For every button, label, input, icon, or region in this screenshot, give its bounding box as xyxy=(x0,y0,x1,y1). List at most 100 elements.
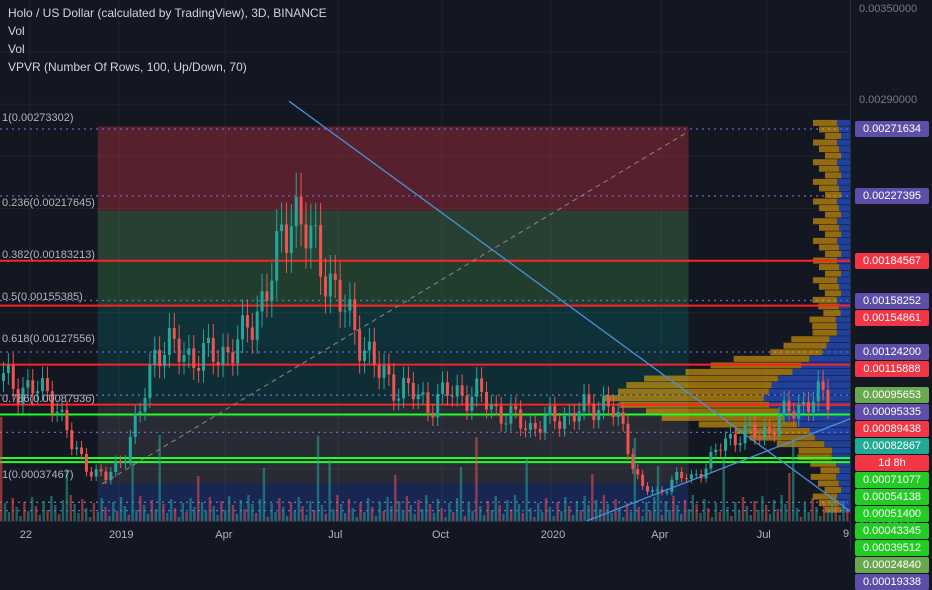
candle-body xyxy=(797,404,801,419)
candle-body xyxy=(192,348,196,368)
volume-bar xyxy=(378,502,382,521)
candle-body xyxy=(655,489,659,491)
volume-bar xyxy=(11,498,14,521)
volume-bar xyxy=(390,506,393,521)
candle-body xyxy=(592,403,596,421)
candle-body xyxy=(45,378,49,392)
candle-body xyxy=(709,452,713,469)
candle-body xyxy=(519,409,523,429)
volume-bar xyxy=(432,513,436,521)
candle-body xyxy=(670,479,674,492)
price-level-label[interactable]: 0.00154861 xyxy=(855,309,929,326)
time-tick: Apr xyxy=(651,529,669,541)
price-level-label[interactable]: 0.00184567 xyxy=(855,252,929,269)
price-level-label[interactable]: 0.00019338 xyxy=(855,574,929,590)
price-level-label[interactable]: 0.00024840 xyxy=(855,557,929,574)
price-level-label[interactable]: 0.00115888 xyxy=(855,361,929,378)
volume-profile-bar xyxy=(812,323,837,330)
volume-bar xyxy=(123,506,127,521)
candle-body xyxy=(202,343,206,371)
price-chart[interactable] xyxy=(0,0,850,521)
candle-body xyxy=(436,394,440,418)
volume-profile-bar xyxy=(809,316,836,323)
candle-body xyxy=(353,299,357,331)
volume-profile-bar xyxy=(839,467,850,474)
volume-bar xyxy=(521,513,524,521)
volume-profile-bar xyxy=(813,198,838,205)
candle-body xyxy=(304,224,308,249)
volume-bar xyxy=(502,514,505,521)
volume-bar xyxy=(255,513,258,521)
volume-bar xyxy=(413,514,416,521)
volume-bar xyxy=(444,517,447,521)
candle-body xyxy=(450,395,454,397)
volume-bar xyxy=(355,517,358,521)
volume-bar xyxy=(486,501,490,521)
candle-body xyxy=(567,412,571,416)
price-level-label[interactable]: 1d 8h xyxy=(855,455,929,472)
volume-bar xyxy=(224,510,227,521)
volume-bar xyxy=(27,511,30,521)
volume-bar xyxy=(81,499,84,521)
volume-bar xyxy=(533,517,536,521)
price-level-label[interactable]: 0.00095653 xyxy=(855,387,929,404)
volume-profile-bar xyxy=(826,342,850,349)
price-level-label[interactable]: 0.00089438 xyxy=(855,421,929,438)
price-level-label[interactable]: 0.00158252 xyxy=(855,292,929,309)
volume-profile-bar xyxy=(841,191,850,198)
volume-bar xyxy=(208,497,212,521)
candle-body xyxy=(402,378,406,399)
candle-body xyxy=(514,406,518,410)
price-level-label[interactable]: 0.00271634 xyxy=(855,120,929,137)
volume-bar xyxy=(761,496,764,521)
price-scale[interactable]: 0.003500000.002900000.000125000.00271634… xyxy=(850,0,932,590)
price-level-label[interactable]: 0.00043345 xyxy=(855,523,929,540)
volume-bar xyxy=(42,501,45,521)
volume-bar xyxy=(591,474,594,521)
candle-body xyxy=(626,423,630,455)
volume-bar xyxy=(757,510,760,521)
price-level-label[interactable]: 0.00054138 xyxy=(855,489,929,506)
candle-body xyxy=(597,410,601,421)
candle-body xyxy=(89,471,93,477)
candle-body xyxy=(753,423,757,438)
volume-bar xyxy=(506,500,509,521)
price-level-label[interactable]: 0.00051400 xyxy=(855,506,929,523)
legend-vol[interactable]: Vol xyxy=(8,24,25,38)
volume-bar xyxy=(459,467,463,521)
volume-bar xyxy=(668,510,671,521)
candle-body xyxy=(123,460,127,463)
time-axis[interactable]: 22 2019 Apr Jul Oct 2020 Apr Jul xyxy=(0,521,850,551)
volume-profile-bar xyxy=(812,329,837,336)
volume-bar xyxy=(170,499,173,521)
candle-body xyxy=(704,468,708,479)
volume-bar xyxy=(552,516,555,521)
volume-bar xyxy=(92,503,96,521)
price-level-label[interactable]: 0.00082867 xyxy=(855,438,929,455)
price-level-label[interactable]: 0.00124200 xyxy=(855,344,929,361)
candle-body xyxy=(694,474,698,476)
volume-profile-bar xyxy=(837,198,850,205)
price-level-label[interactable]: 0.00095335 xyxy=(855,404,929,421)
volume-bar xyxy=(556,502,559,521)
volume-bar xyxy=(243,509,246,521)
volume-bar xyxy=(799,517,803,521)
volume-bar xyxy=(293,511,297,521)
volume-profile-bar xyxy=(820,467,840,474)
volume-bar xyxy=(455,498,459,521)
volume-profile-bar xyxy=(784,414,850,421)
volume-bar xyxy=(807,512,810,521)
volume-bar xyxy=(328,460,331,521)
candle-body xyxy=(372,341,376,366)
price-level-label[interactable]: 0.00227395 xyxy=(855,187,929,204)
volume-bar xyxy=(173,508,177,521)
price-level-label[interactable]: 0.00039512 xyxy=(855,540,929,557)
volume-profile-bar xyxy=(837,139,850,146)
price-level-label[interactable]: 0.00071077 xyxy=(855,472,929,489)
legend-vol[interactable]: Vol xyxy=(8,42,25,56)
candle-body xyxy=(524,428,528,430)
volume-profile-bar xyxy=(825,231,842,238)
legend-vpvr[interactable]: VPVR (Number Of Rows, 100, Up/Down, 70) xyxy=(8,60,247,74)
chart-area[interactable]: Holo / US Dollar (calculated by TradingV… xyxy=(0,0,850,521)
volume-bar xyxy=(737,511,741,521)
